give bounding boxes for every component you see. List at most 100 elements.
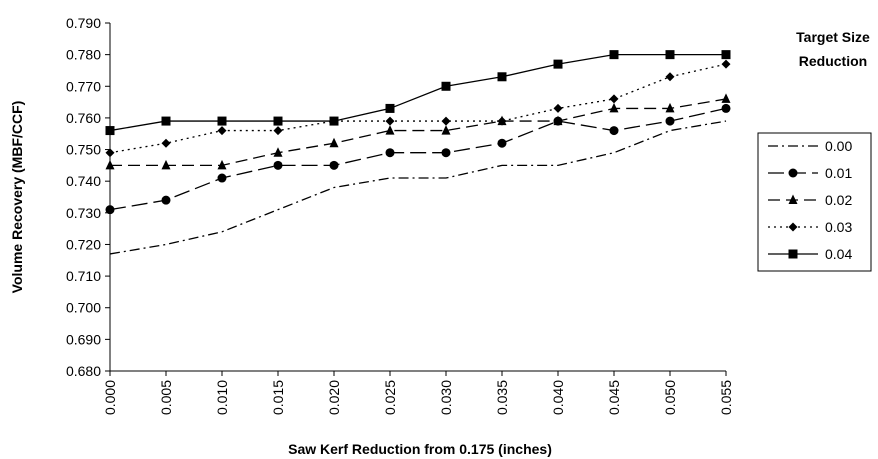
data-point-square xyxy=(609,50,619,60)
data-point-square xyxy=(329,116,339,126)
data-point-diamond xyxy=(441,116,451,126)
legend-label: 0.01 xyxy=(825,165,852,181)
y-tick-label: 0.770 xyxy=(66,78,101,94)
series-line xyxy=(109,53,726,132)
x-tick-label: 0.055 xyxy=(718,380,734,415)
data-point-diamond xyxy=(553,103,563,113)
data-point-triangle xyxy=(161,159,171,170)
data-point-diamond xyxy=(721,59,731,69)
data-point-circle xyxy=(273,160,283,170)
data-point-square xyxy=(385,103,395,113)
series-0.02 xyxy=(105,93,731,170)
data-point-square xyxy=(497,72,507,82)
data-point-square xyxy=(217,116,227,126)
x-tick-label: 0.045 xyxy=(606,380,622,415)
data-point-diamond xyxy=(497,116,507,126)
y-tick-label: 0.740 xyxy=(66,173,101,189)
y-tick-label: 0.710 xyxy=(66,268,101,284)
legend-label: 0.03 xyxy=(825,219,852,235)
data-point-diamond xyxy=(385,116,395,126)
y-tick-label: 0.790 xyxy=(66,15,101,31)
data-point-triangle xyxy=(273,147,283,157)
data-point-triangle xyxy=(105,159,115,170)
x-tick-label: 0.050 xyxy=(662,380,678,415)
legend-label: 0.02 xyxy=(825,192,852,208)
legend-entry-0.02: 0.02 xyxy=(768,192,852,208)
legend-swatch-triangle xyxy=(788,194,798,204)
x-tick-label: 0.025 xyxy=(382,380,398,415)
data-point-square xyxy=(721,50,731,60)
data-point-circle xyxy=(721,103,731,113)
data-point-triangle xyxy=(217,159,227,170)
data-point-triangle xyxy=(385,125,395,135)
y-tick-label: 0.780 xyxy=(66,47,101,63)
series-0.00 xyxy=(109,120,727,255)
data-point-diamond xyxy=(161,138,171,148)
legend-swatch-circle xyxy=(788,168,798,178)
data-point-triangle xyxy=(609,102,619,113)
series-0.04 xyxy=(105,50,731,136)
series-line xyxy=(109,120,727,255)
legend-entries: 0.00 0.01 0.02 0.03 0.04 xyxy=(768,138,852,262)
plot-area: 0.680 0.690 0.700 0.710 0.720 0.730 0.740 0.750… xyxy=(66,15,734,415)
legend-title-line-2: Reduction xyxy=(799,53,867,69)
x-tick-label: 0.035 xyxy=(494,380,510,415)
legend-entry-0.01: 0.01 xyxy=(768,165,852,181)
x-tick-label: 0.000 xyxy=(102,380,118,415)
data-point-circle xyxy=(161,195,171,205)
y-axis-title: Volume Recovery (MBF/CCF) xyxy=(9,101,25,294)
legend-label: 0.00 xyxy=(825,138,852,154)
series-line xyxy=(109,107,727,211)
y-tick-label: 0.690 xyxy=(66,331,101,347)
data-point-triangle xyxy=(721,93,731,103)
data-point-square xyxy=(665,50,675,60)
y-tick-label: 0.730 xyxy=(66,205,101,221)
x-tick-label: 0.005 xyxy=(158,380,174,415)
x-tick-label: 0.010 xyxy=(214,380,230,415)
data-point-triangle xyxy=(329,137,339,148)
legend-entry-0.00: 0.00 xyxy=(768,138,852,154)
data-point-diamond xyxy=(105,148,115,158)
data-point-triangle xyxy=(553,115,563,126)
legend-swatch-square xyxy=(788,249,798,259)
data-point-square xyxy=(105,126,115,136)
data-point-triangle xyxy=(441,125,451,135)
y-tick-label: 0.680 xyxy=(66,363,101,379)
legend-box xyxy=(757,132,872,272)
y-tick-label: 0.760 xyxy=(66,110,101,126)
data-point-diamond xyxy=(609,94,619,104)
series-0.03 xyxy=(105,59,731,158)
legend-entry-0.03: 0.03 xyxy=(768,219,852,235)
x-tick-label: 0.015 xyxy=(270,380,286,415)
data-point-circle xyxy=(665,116,675,126)
data-point-circle xyxy=(441,148,451,158)
data-point-square xyxy=(161,116,171,126)
legend: Target Size Reduction 0.000.010.020.030.… xyxy=(757,29,872,272)
data-point-square xyxy=(273,116,283,126)
legend-label: 0.04 xyxy=(825,246,852,262)
legend-title-line-1: Target Size xyxy=(796,29,870,45)
data-point-circle xyxy=(497,138,507,148)
data-point-circle xyxy=(217,173,227,183)
x-tick-label: 0.040 xyxy=(550,380,566,415)
data-point-circle xyxy=(105,205,115,215)
y-tick-label: 0.700 xyxy=(66,300,101,316)
x-tick-label: 0.020 xyxy=(326,380,342,415)
data-point-diamond xyxy=(273,126,283,136)
x-tick-label: 0.030 xyxy=(438,380,454,415)
y-tick-label: 0.720 xyxy=(66,236,101,252)
y-tick-label: 0.750 xyxy=(66,142,101,158)
data-point-square xyxy=(553,59,563,69)
legend-swatch-diamond xyxy=(788,222,798,232)
series-line xyxy=(110,98,727,167)
x-axis-title: Saw Kerf Reduction from 0.175 (inches) xyxy=(288,441,552,457)
data-point-diamond xyxy=(217,126,227,136)
data-point-triangle xyxy=(665,102,675,113)
data-point-diamond xyxy=(665,72,675,82)
data-point-circle xyxy=(609,126,619,136)
legend-entry-0.04: 0.04 xyxy=(768,246,852,262)
data-point-circle xyxy=(329,160,339,170)
data-point-circle xyxy=(385,148,395,158)
data-point-square xyxy=(441,81,451,91)
